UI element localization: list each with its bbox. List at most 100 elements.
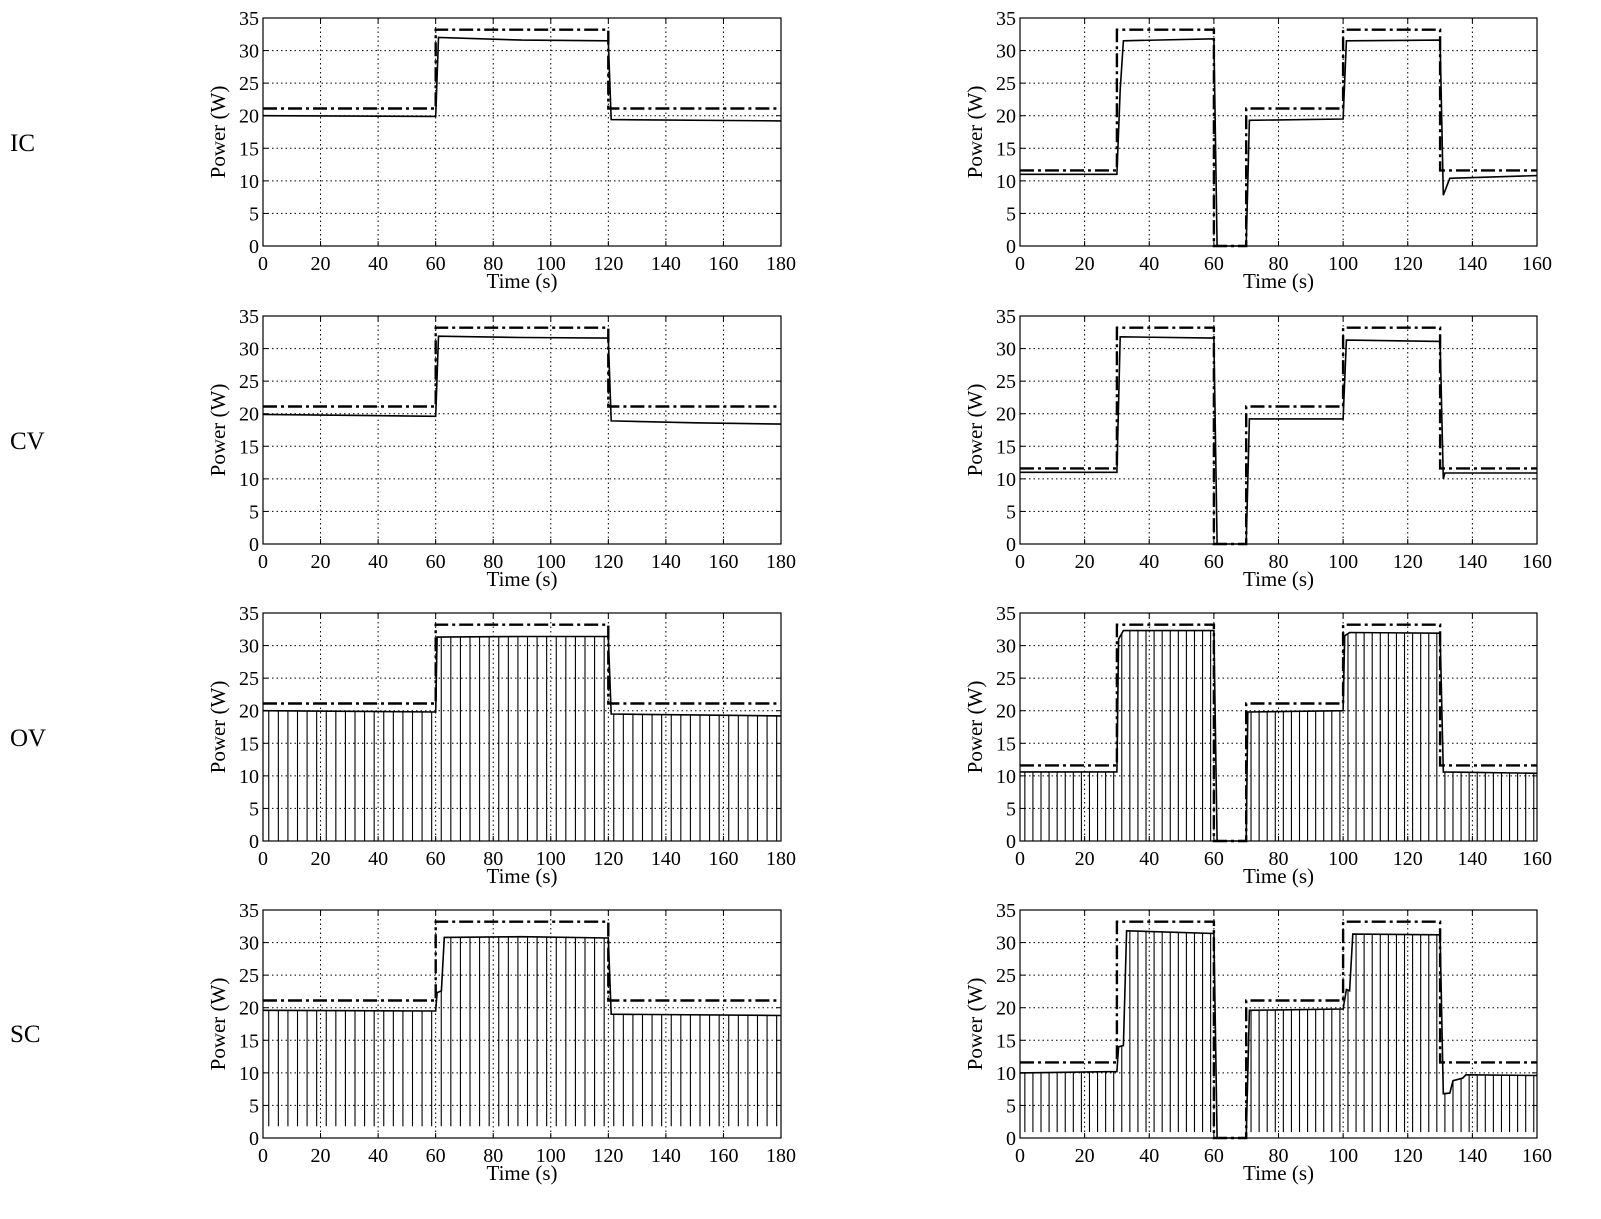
x-tick-label: 100 — [536, 848, 566, 870]
row-label-sc: SC — [10, 1021, 41, 1048]
y-tick-label: 25 — [239, 668, 259, 690]
x-axis-label: Time (s) — [1243, 567, 1314, 591]
axes-frame — [262, 17, 782, 247]
x-tick-label: 80 — [1269, 253, 1289, 275]
y-tick-label: 20 — [239, 701, 259, 723]
y-tick-label: 15 — [996, 1030, 1016, 1052]
x-tick-label: 140 — [1457, 1145, 1487, 1167]
y-axis-label: Power (W) — [963, 978, 987, 1071]
y-tick-label: 25 — [239, 965, 259, 987]
x-tick-label: 140 — [1457, 848, 1487, 870]
y-tick-label: 10 — [996, 766, 1016, 788]
x-tick-label: 140 — [651, 1145, 681, 1167]
x-tick-label: 180 — [766, 1145, 796, 1167]
y-tick-label: 25 — [239, 73, 259, 95]
tracked-power-line — [262, 935, 782, 1017]
x-tick-label: 20 — [1075, 551, 1095, 573]
x-tick-label: 20 — [311, 848, 331, 870]
x-tick-label: 0 — [258, 253, 268, 275]
x-tick-label: 0 — [1015, 253, 1025, 275]
y-tick-label: 25 — [996, 965, 1016, 987]
panel-cv-left: 0 20 40 60 80 100 120 140 160 180 0 5 10 15 20 25 30 35 Ti… — [206, 306, 796, 591]
x-tick-label: 60 — [1204, 1145, 1224, 1167]
x-tick-label: 40 — [1139, 253, 1159, 275]
x-tick-label: 80 — [483, 253, 503, 275]
available-power-line — [263, 623, 781, 705]
y-axis-label: Power (W) — [963, 86, 987, 179]
y-tick-label: 25 — [996, 371, 1016, 393]
x-tick-label: 40 — [1139, 1145, 1159, 1167]
panel-sc-right: 0 20 40 60 80 100 120 140 160 0 5 10 15 20 25 30 35 Time … — [963, 900, 1552, 1185]
x-tick-label: 40 — [1139, 848, 1159, 870]
y-axis-label: Power (W) — [963, 681, 987, 774]
x-tick-label: 40 — [368, 253, 388, 275]
x-tick-label: 60 — [426, 848, 446, 870]
y-tick-label: 10 — [239, 469, 259, 491]
y-tick-label: 35 — [239, 306, 259, 328]
x-tick-label: 0 — [258, 551, 268, 573]
y-tick-label: 20 — [239, 404, 259, 426]
panel-cv-right: 0 20 40 60 80 100 120 140 160 0 5 10 15 20 25 30 35 Time … — [963, 306, 1552, 591]
y-tick-label: 15 — [996, 733, 1016, 755]
x-axis-label: Time (s) — [1243, 864, 1314, 888]
y-tick-label: 10 — [239, 766, 259, 788]
tracked-power-line — [262, 36, 782, 122]
x-tick-label: 140 — [1457, 551, 1487, 573]
x-tick-label: 60 — [426, 1145, 446, 1167]
x-tick-label: 160 — [708, 253, 738, 275]
x-tick-label: 20 — [311, 253, 331, 275]
x-tick-label: 40 — [368, 848, 388, 870]
y-tick-label: 0 — [249, 236, 259, 258]
panel-ov-left: 0 20 40 60 80 100 120 140 160 180 0 5 10 15 20 25 30 35 Ti… — [206, 603, 796, 888]
available-power-line — [263, 326, 781, 408]
x-tick-label: 60 — [1204, 848, 1224, 870]
y-tick-label: 20 — [239, 106, 259, 128]
panel-ov-right: 0 20 40 60 80 100 120 140 160 0 5 10 15 20 25 30 35 Time … — [963, 603, 1552, 888]
y-tick-label: 10 — [996, 469, 1016, 491]
available-power-line — [1020, 28, 1537, 248]
x-axis-label: Time (s) — [1243, 269, 1314, 293]
x-axis-label: Time (s) — [1243, 1161, 1314, 1185]
y-tick-label: 0 — [249, 534, 259, 556]
row-label-ov: OV — [10, 725, 47, 752]
x-tick-label: 0 — [258, 1145, 268, 1167]
x-tick-label: 140 — [651, 848, 681, 870]
x-tick-label: 160 — [1522, 848, 1552, 870]
y-tick-label: 20 — [996, 701, 1016, 723]
y-tick-label: 25 — [239, 371, 259, 393]
x-axis-label: Time (s) — [487, 567, 558, 591]
y-axis-label: Power (W) — [963, 384, 987, 477]
x-tick-label: 40 — [368, 1145, 388, 1167]
x-tick-label: 0 — [1015, 848, 1025, 870]
y-tick-label: 30 — [239, 933, 259, 955]
axes-frame — [262, 612, 782, 842]
y-tick-label: 30 — [996, 636, 1016, 658]
y-axis-label: Power (W) — [206, 86, 230, 179]
x-tick-label: 80 — [1269, 848, 1289, 870]
y-tick-label: 30 — [239, 636, 259, 658]
row-label-cv: CV — [10, 428, 45, 455]
x-tick-label: 60 — [426, 551, 446, 573]
x-tick-label: 100 — [1328, 1145, 1358, 1167]
x-tick-label: 60 — [1204, 551, 1224, 573]
y-tick-label: 25 — [996, 73, 1016, 95]
y-tick-label: 30 — [996, 339, 1016, 361]
x-tick-label: 140 — [651, 551, 681, 573]
x-tick-label: 20 — [311, 551, 331, 573]
y-tick-label: 5 — [1006, 501, 1016, 523]
y-tick-label: 0 — [1006, 1128, 1016, 1150]
x-tick-label: 80 — [483, 848, 503, 870]
x-tick-label: 60 — [426, 253, 446, 275]
tracked-power-line — [1020, 37, 1538, 247]
y-tick-label: 35 — [996, 603, 1016, 625]
y-tick-label: 35 — [996, 306, 1016, 328]
x-tick-label: 0 — [1015, 551, 1025, 573]
y-tick-label: 30 — [239, 41, 259, 63]
y-tick-label: 35 — [239, 900, 259, 922]
x-tick-label: 100 — [1328, 848, 1358, 870]
x-tick-label: 100 — [536, 253, 566, 275]
x-tick-label: 160 — [708, 848, 738, 870]
x-tick-label: 0 — [258, 848, 268, 870]
panel-ic-right: 0 20 40 60 80 100 120 140 160 0 5 10 15 20 25 30 35 Time … — [963, 8, 1552, 293]
